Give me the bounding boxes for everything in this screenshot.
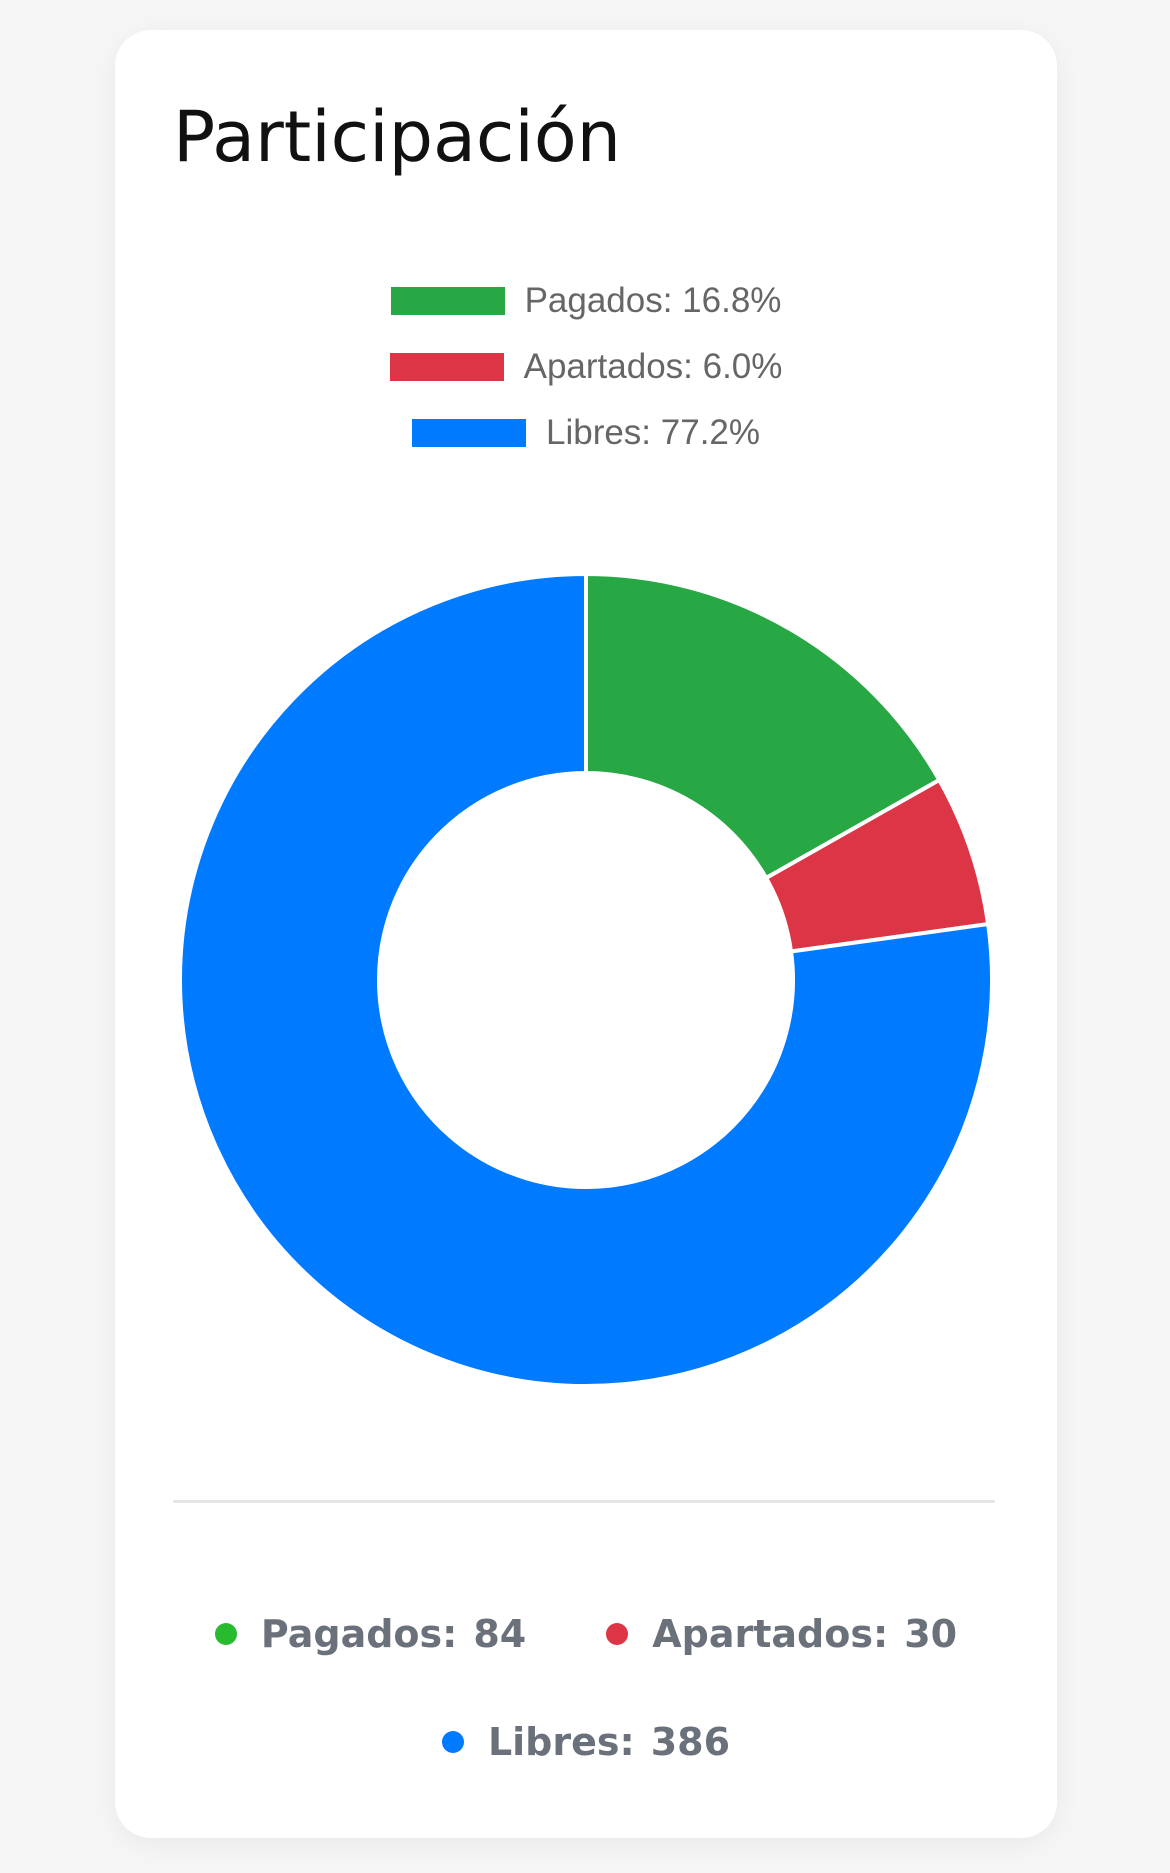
stat-apartados-label: Apartados: — [652, 1612, 889, 1656]
slice-libres[interactable] — [178, 572, 994, 1388]
stat-apartados: Apartados: 30 — [606, 1612, 957, 1656]
legend-label-apartados: Apartados: 6.0% — [523, 347, 783, 386]
slice-pagados[interactable] — [584, 572, 942, 881]
stat-pagados-value: 84 — [473, 1612, 527, 1656]
legend-label-pagados: Pagados: 16.8% — [524, 281, 782, 320]
legend-swatch-libres — [411, 419, 526, 447]
stat-libres-label: Libres: — [487, 1720, 635, 1764]
stat-libres-value: 386 — [650, 1720, 731, 1764]
stat-pagados-label: Pagados: — [260, 1612, 458, 1656]
participation-card: Participación Pagados: 16.8% Apartados: … — [115, 30, 1057, 1838]
stat-pagados: Pagados: 84 — [214, 1612, 527, 1656]
legend-item-libres[interactable]: Libres: 77.2% — [115, 400, 1057, 466]
stats-row-2: Libres: 386 — [115, 1720, 1057, 1764]
doughnut-chart — [178, 572, 994, 1388]
legend-swatch-pagados — [390, 287, 505, 315]
legend-label-libres: Libres: 77.2% — [545, 413, 761, 452]
dot-pagados-icon — [214, 1623, 237, 1645]
dot-apartados-icon — [606, 1623, 629, 1645]
card-title: Participación — [173, 96, 622, 178]
legend-item-apartados[interactable]: Apartados: 6.0% — [115, 334, 1057, 400]
legend-item-pagados[interactable]: Pagados: 16.8% — [115, 268, 1057, 334]
dot-libres-icon — [441, 1731, 464, 1753]
divider — [173, 1500, 995, 1503]
stat-libres: Libres: 386 — [441, 1720, 731, 1764]
stat-apartados-value: 30 — [904, 1612, 958, 1656]
legend-swatch-apartados — [389, 353, 504, 381]
stats-row-1: Pagados: 84 Apartados: 30 — [115, 1612, 1057, 1656]
chart-legend: Pagados: 16.8% Apartados: 6.0% Libres: 7… — [115, 268, 1057, 466]
